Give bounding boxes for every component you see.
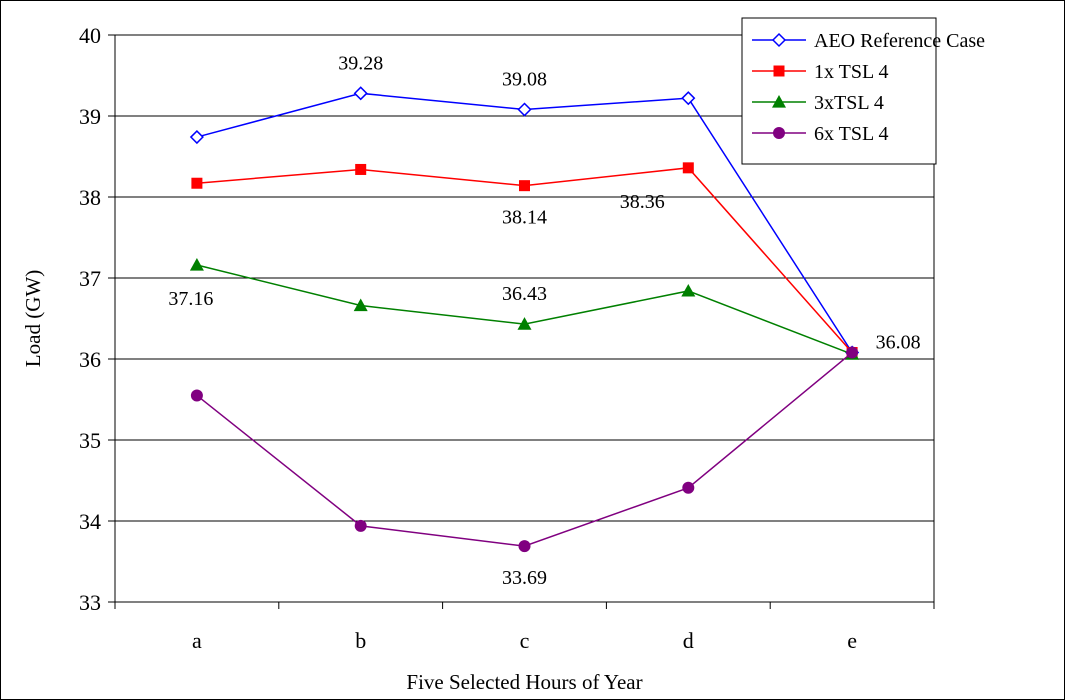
series-3 — [189, 258, 860, 360]
data-point — [354, 519, 367, 532]
y-axis-title: Load (GW) — [21, 270, 45, 367]
data-label: 36.08 — [876, 332, 921, 354]
y-tick-label: 33 — [79, 590, 101, 615]
data-point — [517, 102, 532, 117]
legend-label: 6x TSL 4 — [814, 123, 888, 145]
data-label: 38.14 — [502, 207, 547, 229]
legend-marker — [772, 95, 786, 108]
data-label: 37.16 — [168, 288, 213, 310]
data-point — [846, 346, 859, 359]
data-point — [355, 163, 367, 175]
data-label: 38.36 — [620, 191, 665, 213]
y-tick-label: 35 — [79, 428, 101, 453]
data-point — [189, 129, 204, 145]
data-point — [191, 177, 203, 189]
y-tick-label: 38 — [79, 185, 101, 210]
data-label: 39.28 — [338, 52, 383, 74]
x-axis-title: Five Selected Hours of Year — [406, 670, 642, 694]
series — [189, 86, 860, 553]
legend-marker — [771, 32, 787, 48]
legend-item: AEO Reference Case — [752, 30, 985, 52]
legend-label: 1x TSL 4 — [814, 61, 888, 83]
data-point — [353, 86, 368, 101]
y-tick-label: 39 — [79, 104, 101, 129]
data-point — [682, 481, 695, 494]
data-point — [353, 298, 368, 312]
x-tick-label: d — [683, 628, 694, 653]
legend-item: 3xTSL 4 — [752, 92, 884, 114]
y-tick-label: 34 — [79, 509, 101, 534]
y-tick-label: 40 — [79, 23, 101, 48]
legend: AEO Reference Case 1x TSL 4 3xTSL 4 6x TSL … — [741, 17, 985, 165]
data-point — [681, 91, 696, 106]
legend-marker — [773, 65, 785, 77]
plot-area — [114, 34, 935, 603]
data-point — [189, 258, 204, 271]
data-point — [517, 317, 532, 330]
y-tick-label: 37 — [79, 266, 101, 291]
x-tick-label: b — [355, 628, 366, 653]
data-label: 39.08 — [502, 69, 547, 91]
axes: 33 34 35 36 37 38 39 40 a b c d e — [79, 23, 935, 653]
x-tick-label: a — [192, 628, 202, 653]
y-tick-label: 36 — [79, 347, 101, 372]
data-point — [519, 180, 530, 192]
series-4 — [190, 346, 859, 553]
data-label: 36.43 — [502, 283, 547, 305]
legend-label: AEO Reference Case — [814, 30, 985, 52]
x-tick-label: e — [847, 628, 857, 653]
series-1 — [189, 86, 860, 360]
legend-label: 3xTSL 4 — [814, 92, 884, 114]
data-point — [190, 389, 203, 402]
legend-item: 6x TSL 4 — [752, 123, 888, 145]
data-point — [682, 162, 694, 174]
data-point — [681, 283, 696, 297]
legend-item: 1x TSL 4 — [752, 61, 888, 83]
x-tick-label: c — [520, 628, 530, 653]
data-labels: 39.28 39.08 38.14 38.36 37.16 36.43 33.69 36.08 — [168, 52, 920, 589]
legend-marker — [773, 127, 785, 139]
data-point — [518, 540, 531, 553]
series-line — [196, 351, 853, 547]
data-label: 33.69 — [502, 567, 547, 589]
